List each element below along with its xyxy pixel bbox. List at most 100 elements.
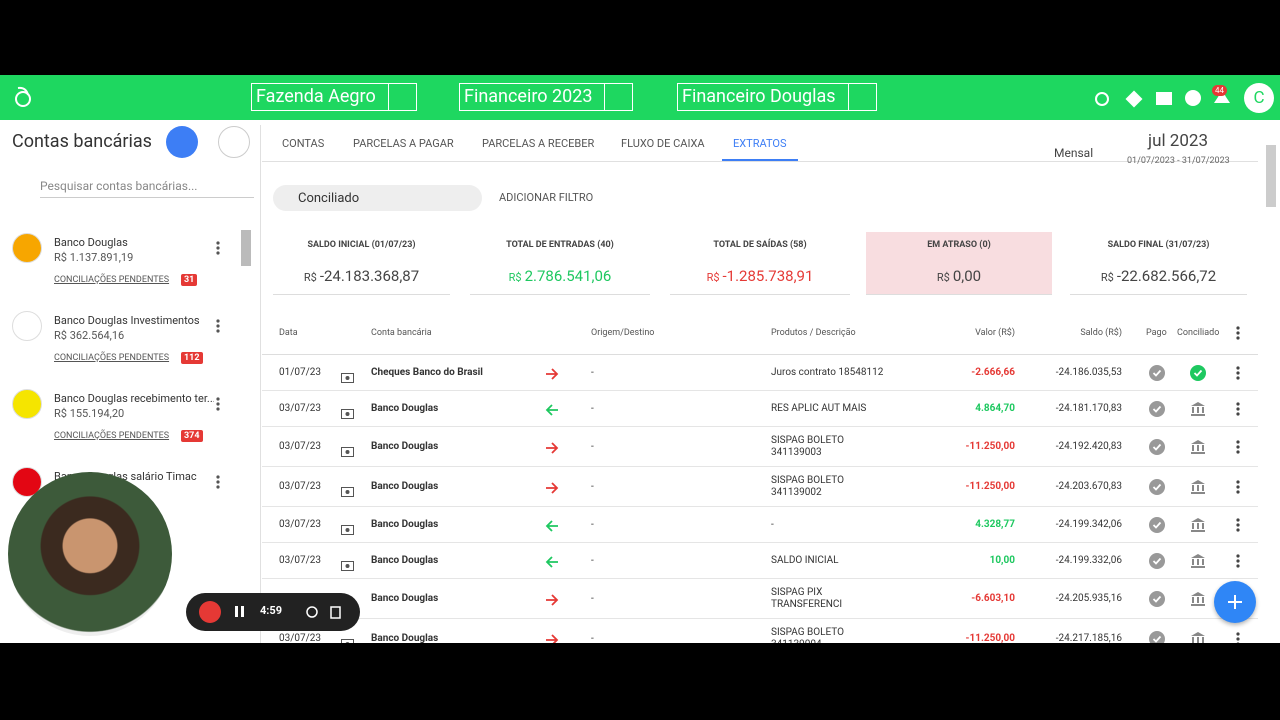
recorder-tools[interactable]: [304, 604, 344, 620]
breadcrumb[interactable]: Financeiro 2023: [459, 83, 633, 111]
add-filter[interactable]: ADICIONAR FILTRO: [499, 191, 594, 204]
tab[interactable]: CONTAS: [282, 137, 325, 150]
table-row[interactable]: 03/07/23 Banco Douglas - SALDO INICIAL 10,00…: [262, 543, 1258, 579]
app: Fazenda Aegro Financeiro 2023 Financeiro…: [0, 75, 1280, 643]
logo: [15, 86, 31, 107]
value: 10,00: [989, 555, 1015, 566]
pending-count: 112: [181, 352, 203, 364]
account: Banco Douglas: [371, 519, 439, 530]
table-row[interactable]: 03/07/23 Banco Douglas - SISPAG BOLETO 3411…: [262, 467, 1258, 507]
currency: R$: [936, 271, 950, 284]
period-range: 01/07/2023 - 31/07/2023: [1127, 156, 1230, 166]
direction-arrow: [545, 402, 559, 421]
pending-link[interactable]: CONCILIAÇÕES PENDENTES: [54, 275, 170, 285]
direction-arrow: [545, 518, 559, 537]
breadcrumb[interactable]: Fazenda Aegro: [251, 83, 417, 111]
table-row[interactable]: 03/07/23 Banco Douglas - - 4.328,77 -24.199.3…: [262, 507, 1258, 543]
summary-label: SALDO FINAL (31/07/23): [1107, 240, 1210, 250]
summary-card: SALDO INICIAL (01/07/23) R$ -24.183.368,87: [273, 232, 450, 295]
account-menu: [215, 318, 221, 338]
balance: -24.199.342,06: [1055, 519, 1122, 530]
description: RES APLIC AUT MAIS: [771, 403, 867, 414]
row-menu: [1235, 401, 1241, 421]
account-icon: [341, 482, 354, 501]
bank-logo: [12, 233, 42, 263]
account-name: Banco Douglas Investimentos: [54, 314, 200, 327]
origin: -: [591, 481, 594, 492]
bank-button[interactable]: [166, 126, 198, 158]
bank-logo: [12, 389, 42, 419]
origin: -: [591, 367, 594, 378]
pending-link[interactable]: CONCILIAÇÕES PENDENTES: [54, 431, 170, 441]
value: -2.666,66: [971, 367, 1015, 378]
amount: -22.682.566,72: [1116, 267, 1217, 285]
account: Banco Douglas: [371, 633, 439, 643]
tab[interactable]: EXTRATOS: [733, 137, 787, 150]
reconciled-icon: [1190, 401, 1206, 421]
search-input[interactable]: Pesquisar contas bancárias...: [40, 179, 254, 198]
table-row[interactable]: 03/07/23 Banco Douglas - SISPAG BOLETO 3411…: [262, 619, 1258, 643]
account: Cheques Banco do Brasil: [371, 367, 483, 378]
toolbar-icons[interactable]: [1090, 87, 1240, 109]
summary-value: R$ 0,00: [866, 267, 1052, 285]
date: 03/07/23: [279, 519, 321, 530]
column-header: Produtos / Descrição: [771, 328, 856, 338]
balance: -24.181.170,83: [1055, 403, 1122, 414]
origin: -: [591, 555, 594, 566]
table-row[interactable]: 01/07/23 Cheques Banco do Brasil - Juros co…: [262, 355, 1258, 391]
period-mode[interactable]: Mensal: [1054, 146, 1094, 160]
paid-icon: [1149, 401, 1165, 421]
value: 4.328,77: [975, 519, 1015, 530]
direction-arrow: [545, 554, 559, 573]
summary-label: TOTAL DE ENTRADAS (40): [506, 240, 614, 250]
reconciled-icon: [1190, 365, 1206, 385]
date: 03/07/23: [279, 403, 321, 414]
amount: -1.285.738,91: [722, 267, 814, 285]
paid-icon: [1149, 365, 1165, 385]
description: SISPAG BOLETO 341139003: [771, 435, 844, 458]
account-icon: [341, 368, 354, 387]
origin: -: [591, 441, 594, 452]
tab[interactable]: PARCELAS A RECEBER: [482, 137, 595, 150]
account: Banco Douglas: [371, 593, 439, 604]
column-header: Origem/Destino: [591, 328, 655, 338]
column-header: Conta bancária: [371, 328, 432, 338]
scrollbar: [241, 230, 251, 266]
paid-icon: [1149, 553, 1165, 573]
summary-value: R$ -22.682.566,72: [1070, 267, 1247, 285]
direction-arrow: [545, 592, 559, 611]
account-balance: R$ 362.564,16: [54, 329, 125, 342]
table-row[interactable]: 03/07/23 Banco Douglas - SISPAG BOLETO 3411…: [262, 427, 1258, 467]
description: Juros contrato 18548112: [771, 367, 884, 378]
tab[interactable]: FLUXO DE CAIXA: [621, 137, 705, 150]
reconciled-icon: [1190, 439, 1206, 459]
pending-count: 31: [181, 274, 198, 286]
date: 03/07/23: [279, 633, 321, 643]
collapse-button[interactable]: [218, 126, 250, 158]
account: Banco Douglas: [371, 555, 439, 566]
breadcrumb[interactable]: Financeiro Douglas: [677, 83, 877, 111]
stop-button[interactable]: [199, 601, 221, 623]
paid-icon: [1149, 631, 1165, 643]
tab-indicator: [722, 159, 798, 161]
origin: -: [591, 519, 594, 530]
recorder-time: 4:59: [260, 604, 283, 617]
account: Banco Douglas: [371, 481, 439, 492]
value: -11.250,00: [965, 633, 1015, 643]
pending-count: 374: [181, 430, 203, 442]
add-button[interactable]: [1214, 581, 1256, 623]
value: 4.864,70: [975, 403, 1015, 414]
value: -11.250,00: [965, 441, 1015, 452]
table-row[interactable]: 03/07/23 Banco Douglas - RES APLIC AUT MAIS…: [262, 391, 1258, 427]
amount: 2.786.541,06: [524, 267, 612, 285]
pause-button[interactable]: [234, 605, 246, 619]
filter-chip[interactable]: [273, 185, 482, 211]
avatar[interactable]: C: [1244, 83, 1274, 113]
account-menu: [215, 396, 221, 416]
reconciled-icon: [1190, 591, 1206, 611]
column-header: Valor (R$): [975, 328, 1015, 338]
tab[interactable]: PARCELAS A PAGAR: [353, 137, 454, 150]
pending-link[interactable]: CONCILIAÇÕES PENDENTES: [54, 353, 170, 363]
